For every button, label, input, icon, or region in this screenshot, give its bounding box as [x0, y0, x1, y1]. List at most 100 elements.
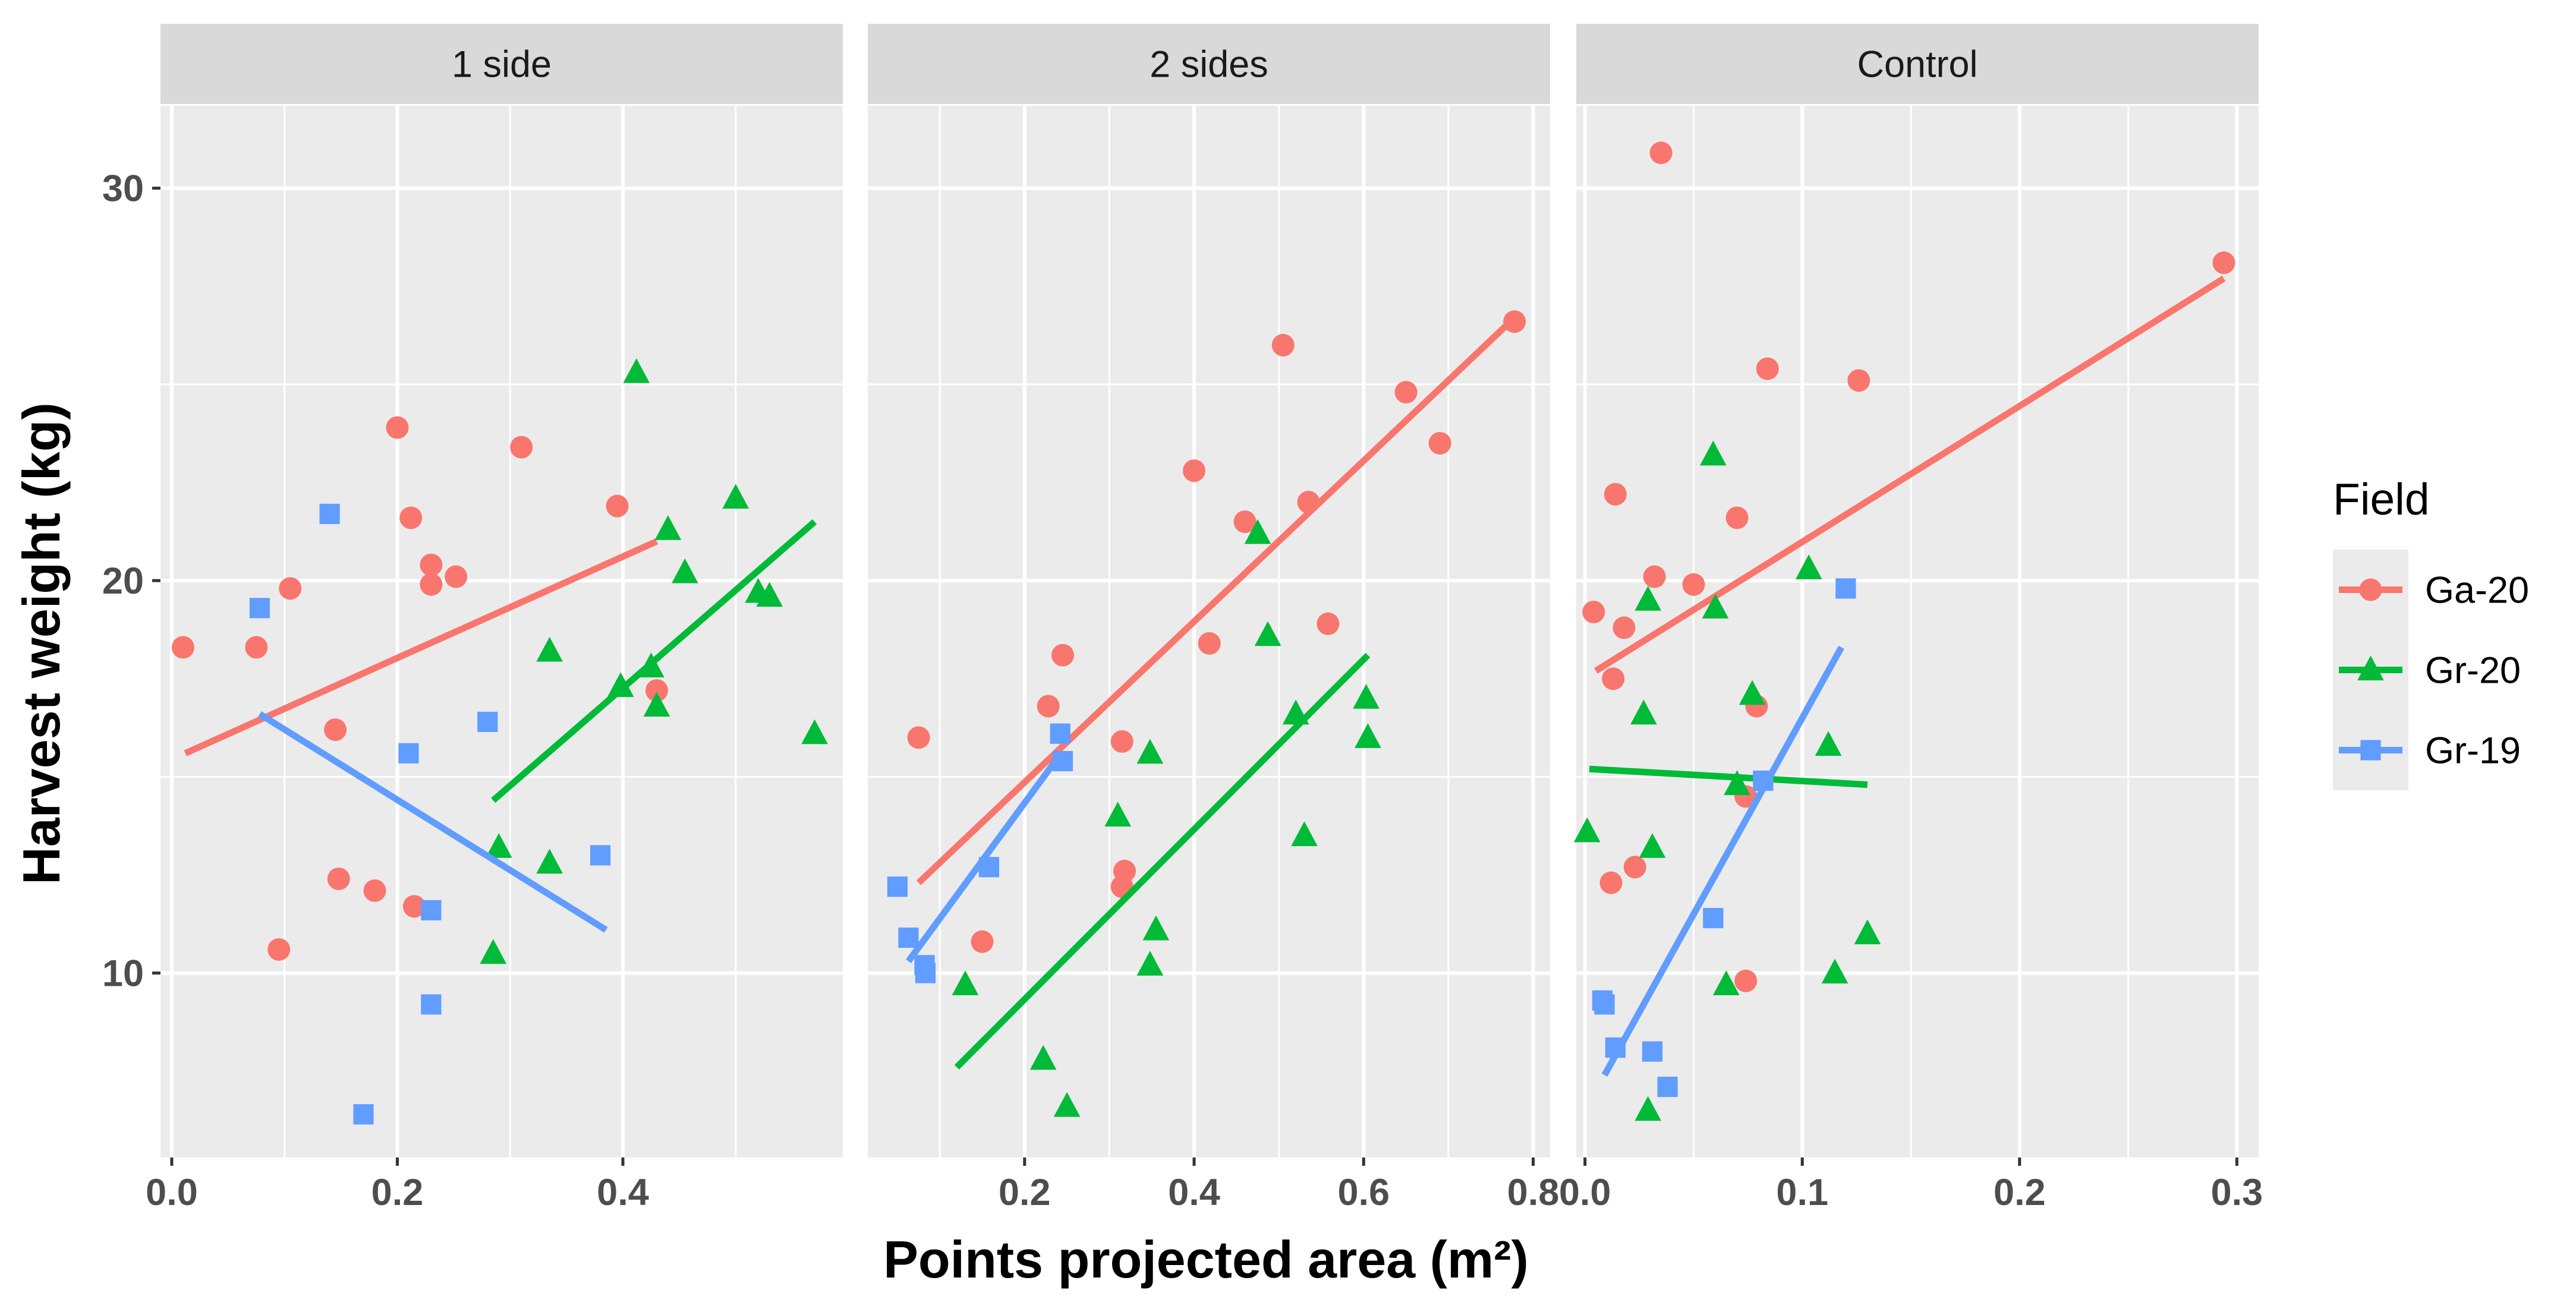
panel-1-side: 1 side 0.0 0.2 0.4 [146, 24, 843, 1213]
data-point-ga-20 [1756, 357, 1779, 380]
data-point-ga-20 [1233, 510, 1256, 534]
data-point-gr-20 [722, 484, 750, 509]
data-point-ga-20 [279, 577, 302, 600]
data-point-gr-20 [1291, 821, 1318, 846]
fit-line-gr-20 [1589, 765, 1868, 788]
data-point-gr-20 [1635, 1096, 1661, 1121]
x-axis-title: Points projected area (m²) [883, 1230, 1529, 1289]
series-gr-20 [480, 358, 828, 964]
data-point-ga-20 [399, 506, 423, 529]
legend-item-ga-20: Ga-20 [2333, 550, 2529, 630]
y-tick-label: 30 [102, 168, 144, 210]
data-point-gr-20 [638, 652, 665, 677]
data-point-gr-20 [1053, 1092, 1081, 1117]
data-point-ga-20 [1649, 141, 1673, 165]
data-point-gr-19 [249, 598, 270, 619]
data-point-ga-20 [1725, 506, 1749, 529]
data-point-ga-20 [606, 494, 629, 518]
fit-line-ga-20 [1594, 275, 2226, 674]
strip-background [1576, 24, 2259, 104]
legend-label: Gr-19 [2425, 730, 2521, 772]
y-axis: 10 20 30 [102, 168, 160, 995]
x-tick-label: 0.3 [2211, 1172, 2263, 1213]
series-ga-20 [907, 310, 1526, 953]
data-point-gr-19 [421, 900, 442, 921]
y-axis-title: Harvest weight (kg) [12, 402, 71, 885]
data-point-gr-20 [1630, 699, 1657, 725]
fit-line-gr-19 [258, 711, 608, 933]
strip-label: 2 sides [1150, 44, 1268, 86]
data-point-ga-20 [1113, 859, 1136, 882]
plot-background [1576, 106, 2259, 1157]
data-point-gr-20 [756, 582, 783, 607]
data-point-gr-19 [398, 743, 419, 764]
data-point-gr-20 [1635, 586, 1661, 611]
y-tick-label: 20 [102, 560, 144, 602]
data-point-gr-20 [1254, 621, 1281, 646]
data-point-ga-20 [1613, 616, 1636, 639]
x-tick-label: 0.4 [597, 1172, 649, 1213]
data-point-gr-19 [978, 857, 1000, 878]
data-point-ga-20 [1051, 644, 1074, 667]
x-tick-label: 0.8 [1507, 1172, 1560, 1213]
data-point-gr-20 [1815, 731, 1842, 756]
data-point-ga-20 [324, 718, 347, 742]
data-point-gr-19 [477, 711, 498, 733]
data-point-ga-20 [1037, 695, 1060, 718]
data-point-gr-19 [898, 928, 919, 948]
data-point-ga-20 [1623, 856, 1646, 879]
data-point-ga-20 [1317, 612, 1340, 635]
legend-title: Field [2333, 474, 2430, 524]
data-point-gr-19 [319, 503, 340, 524]
data-point-ga-20 [420, 573, 443, 596]
data-point-gr-19 [353, 1104, 374, 1125]
strip-background [868, 24, 1550, 104]
data-point-gr-20 [536, 849, 563, 874]
data-point-gr-20 [1104, 802, 1132, 827]
data-point-gr-20 [480, 939, 507, 964]
panel-2-sides: 2 sides 0.2 0.4 0.6 0.8 [868, 24, 1559, 1213]
series-gr-20 [1573, 440, 1881, 1121]
data-point-ga-20 [1428, 431, 1451, 455]
legend-label: Ga-20 [2425, 570, 2529, 611]
data-point-ga-20 [1394, 381, 1418, 404]
data-point-gr-19 [1835, 578, 1856, 599]
data-point-ga-20 [1183, 459, 1206, 482]
data-point-gr-19 [887, 876, 908, 897]
data-point-gr-19 [421, 994, 442, 1015]
x-tick-label: 0.2 [371, 1172, 424, 1213]
data-point-gr-19 [1642, 1041, 1663, 1062]
legend-item-gr-19: Gr-19 [2333, 710, 2521, 790]
data-point-gr-20 [1724, 770, 1750, 796]
data-point-ga-20 [971, 930, 994, 953]
data-point-gr-20 [672, 558, 698, 583]
legend-item-gr-20: Gr-20 [2333, 630, 2521, 710]
data-point-gr-20 [536, 636, 563, 662]
data-point-ga-20 [1582, 600, 1605, 623]
data-point-gr-20 [1739, 680, 1766, 705]
data-point-ga-20 [1602, 667, 1625, 690]
data-point-ga-20 [1198, 632, 1221, 655]
data-point-ga-20 [1271, 333, 1295, 357]
data-point-gr-20 [1136, 951, 1164, 976]
data-point-ga-20 [907, 726, 930, 749]
data-point-gr-19 [1753, 770, 1774, 791]
data-point-ga-20 [1110, 730, 1133, 753]
legend-label: Gr-20 [2425, 650, 2521, 692]
data-point-gr-20 [1702, 594, 1729, 619]
data-point-gr-19 [1594, 994, 1615, 1015]
data-point-ga-20 [327, 868, 350, 891]
data-point-gr-20 [1700, 440, 1727, 466]
data-point-gr-20 [654, 515, 682, 540]
data-point-gr-20 [1142, 915, 1170, 941]
data-point-gr-20 [1244, 519, 1271, 544]
data-point-gr-19 [1050, 723, 1070, 744]
data-point-gr-20 [1639, 833, 1666, 858]
data-point-ga-20 [1643, 565, 1666, 588]
legend: Field Ga-20 Gr-20 Gr-19 [2333, 474, 2529, 790]
series-gr-19 [249, 503, 611, 1125]
panel-control: Control 0.0 0.1 0.2 0.3 [1559, 24, 2263, 1213]
data-point-ga-20 [1297, 491, 1320, 514]
x-tick-label: 0.2 [1994, 1172, 2046, 1213]
